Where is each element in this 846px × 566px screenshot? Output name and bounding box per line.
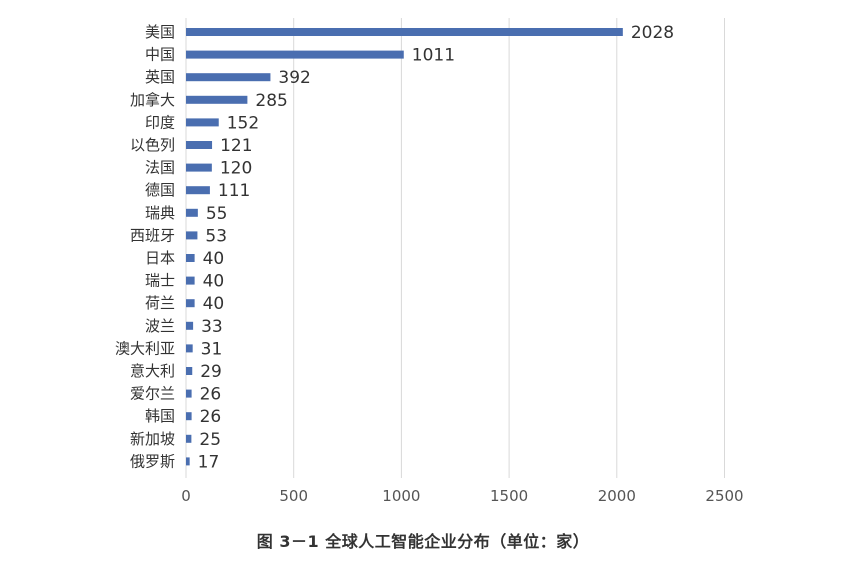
category-label: 波兰	[145, 317, 175, 335]
category-label: 加拿大	[130, 91, 175, 109]
x-tick-label: 2000	[598, 487, 636, 505]
category-label: 印度	[145, 113, 175, 131]
figure-caption: 图 3－1 全球人工智能企业分布（单位：家）	[256, 532, 590, 551]
data-label: 392	[278, 68, 310, 88]
data-label: 152	[227, 113, 259, 133]
category-label: 荷兰	[145, 294, 175, 312]
bar	[186, 231, 198, 240]
category-label: 中国	[145, 46, 175, 64]
bar	[186, 367, 193, 375]
category-label: 韩国	[145, 407, 175, 425]
data-label: 2028	[631, 23, 674, 43]
category-label: 德国	[145, 181, 175, 199]
category-label: 爱尔兰	[130, 385, 175, 403]
bar	[186, 208, 198, 217]
category-label: 意大利	[130, 362, 175, 380]
value-labels: 2028101139228515212112011155534040403331…	[198, 23, 674, 472]
data-label: 1011	[412, 46, 455, 66]
category-label: 澳大利亚	[115, 339, 175, 357]
data-label: 17	[198, 452, 220, 472]
category-label: 西班牙	[130, 226, 175, 244]
data-label: 53	[205, 226, 227, 246]
x-tick-label: 0	[181, 487, 191, 505]
bar	[186, 254, 195, 262]
x-axis-tick-labels: 0 500 1000 1500 2000 2500	[181, 487, 743, 505]
data-label: 120	[220, 159, 252, 179]
category-label: 瑞典	[145, 204, 175, 222]
category-label: 法国	[145, 159, 175, 177]
bar	[186, 95, 248, 104]
category-label: 美国	[145, 23, 175, 41]
bar	[186, 434, 192, 443]
bar	[186, 118, 219, 127]
data-label: 25	[199, 430, 221, 450]
data-label: 111	[218, 181, 250, 201]
data-label: 121	[220, 136, 252, 156]
bar	[186, 344, 193, 353]
bar	[186, 186, 210, 195]
category-labels: 美国中国英国加拿大印度以色列法国德国瑞典西班牙日本瑞士荷兰波兰澳大利亚意大利爱尔…	[115, 23, 175, 470]
bars	[186, 28, 623, 466]
data-label: 26	[200, 385, 222, 405]
category-label: 瑞士	[145, 272, 175, 290]
data-label: 40	[203, 249, 225, 269]
category-label: 新加坡	[130, 430, 175, 448]
x-tick-label: 1000	[382, 487, 420, 505]
bar	[186, 73, 271, 82]
bar	[186, 276, 195, 285]
bar	[186, 457, 190, 466]
category-label: 英国	[145, 68, 175, 86]
bar	[186, 163, 212, 172]
data-label: 33	[201, 317, 223, 337]
bar	[186, 141, 213, 149]
data-label: 285	[255, 91, 287, 111]
bar	[186, 28, 623, 36]
data-label: 31	[201, 339, 223, 359]
bar	[186, 50, 404, 59]
category-label: 日本	[145, 249, 175, 267]
bar	[186, 412, 192, 421]
data-label: 26	[200, 407, 222, 427]
x-tick-label: 500	[279, 487, 308, 505]
bar	[186, 321, 194, 330]
data-label: 55	[206, 204, 228, 224]
data-label: 40	[203, 272, 225, 292]
bar	[186, 299, 195, 308]
category-label: 以色列	[130, 136, 175, 154]
x-tick-label: 2500	[705, 487, 743, 505]
data-label: 40	[203, 294, 225, 314]
category-label: 俄罗斯	[130, 452, 175, 470]
data-label: 29	[200, 362, 222, 382]
x-tick-label: 1500	[490, 487, 528, 505]
gridlines	[185, 18, 725, 478]
bar	[186, 389, 192, 398]
